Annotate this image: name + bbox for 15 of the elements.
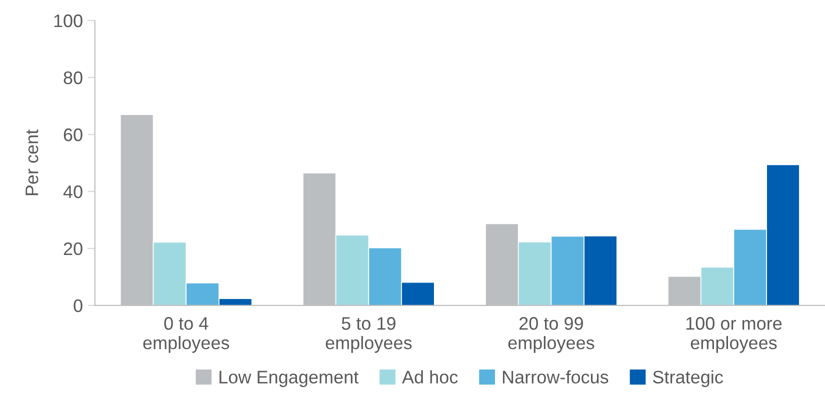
legend-label: Strategic <box>653 370 723 388</box>
legend-label: Narrow-focus <box>502 370 608 384</box>
y-tick-label: 0 <box>74 299 82 312</box>
y-tick-label: 60 <box>64 128 82 142</box>
x-tick-label: 5 to 19 employees <box>326 317 412 353</box>
y-axis-title: Per cent <box>26 129 38 196</box>
x-tick-label: 100 or more employees <box>686 317 782 353</box>
legend-label: Ad hoc <box>402 370 458 384</box>
y-tick-label: 20 <box>64 242 82 256</box>
legend-label: Low Engagement <box>220 370 359 388</box>
y-tick-label: 40 <box>63 185 82 198</box>
y-tick-label: 80 <box>64 71 82 84</box>
y-tick-label: 100 <box>54 14 82 28</box>
x-tick-label: 20 to 99 employees <box>508 317 594 353</box>
x-tick-label: 0 to 4 employees <box>143 317 230 353</box>
